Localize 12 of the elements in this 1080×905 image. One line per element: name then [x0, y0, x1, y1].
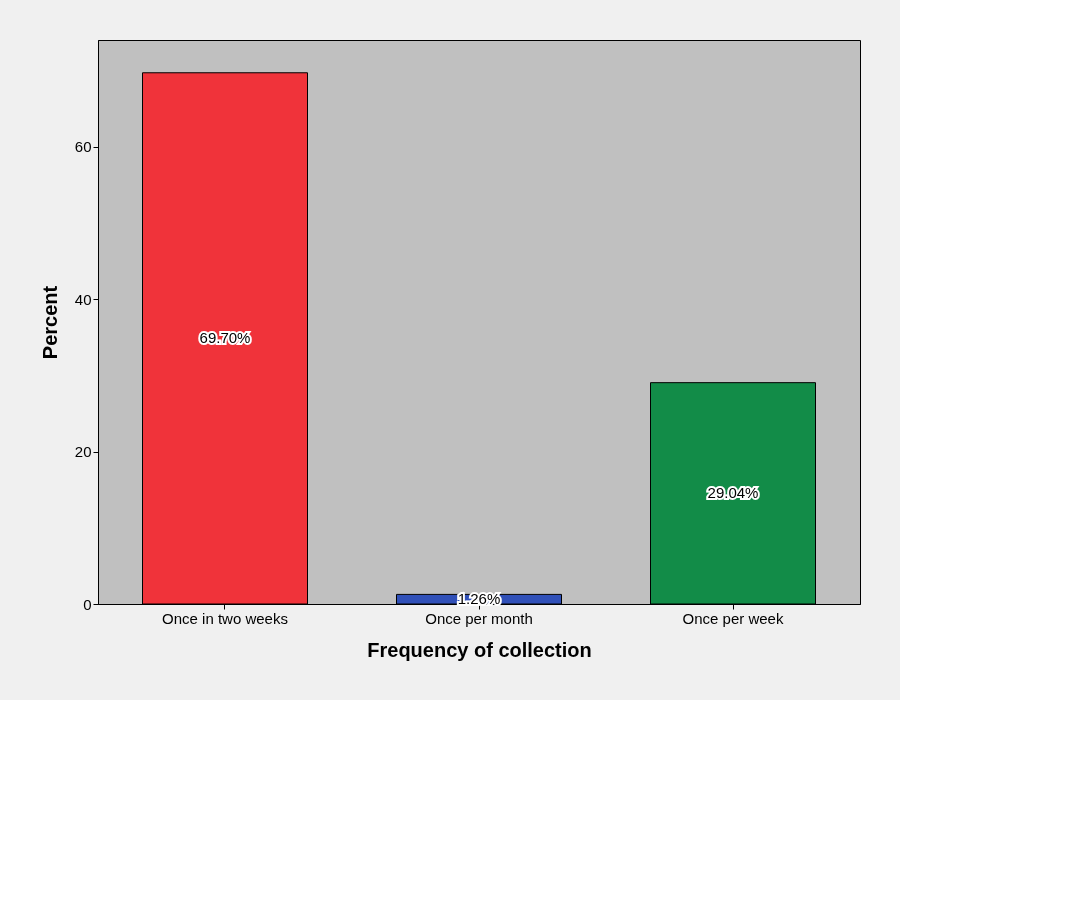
x-tick-label: Once per week [682, 609, 784, 627]
y-tick-label: 0 [83, 595, 92, 613]
data-label: 1.26% [457, 590, 501, 608]
data-label: 29.04% [707, 484, 759, 502]
x-tick-label: Once in two weeks [162, 609, 288, 627]
y-axis-title: Percent [38, 285, 61, 360]
y-tick-label: 20 [74, 443, 92, 461]
y-tick-label: 60 [74, 138, 92, 156]
data-label: 69.70% [199, 329, 251, 347]
x-axis-title: Frequency of collection [367, 638, 592, 661]
x-tick-label: Once per month [425, 609, 533, 627]
y-tick-label: 40 [74, 290, 92, 308]
